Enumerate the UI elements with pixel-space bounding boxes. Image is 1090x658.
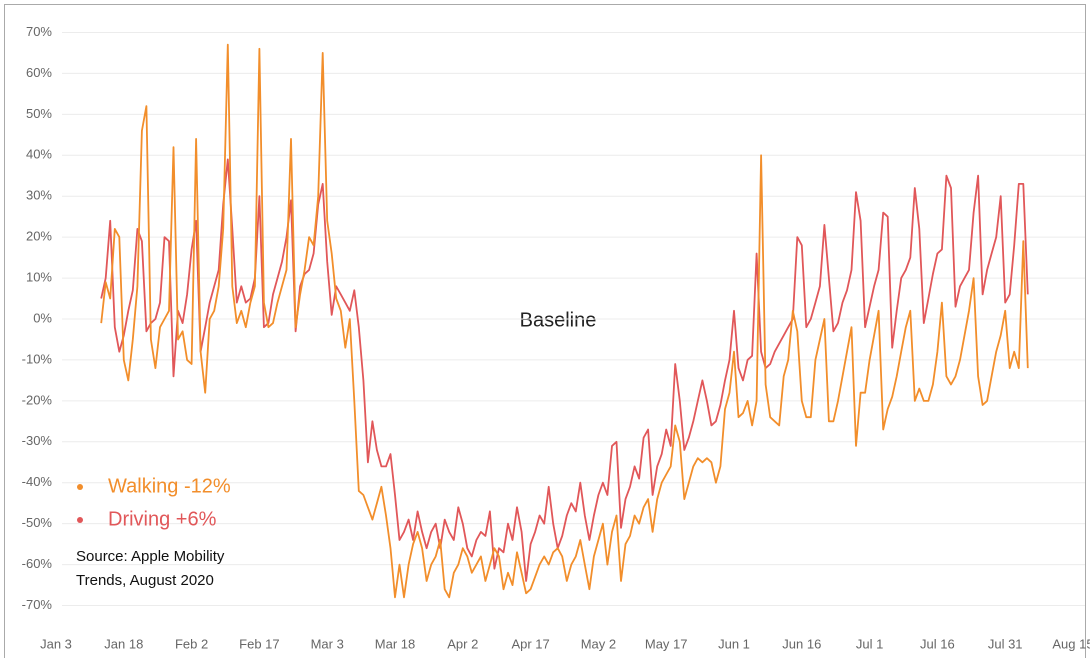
legend-marker (77, 484, 83, 490)
y-tick-label: -10% (22, 351, 53, 366)
x-tick-label: Apr 17 (511, 636, 549, 651)
y-tick-label: 0% (33, 310, 52, 325)
x-tick-label: Apr 2 (447, 636, 478, 651)
y-tick-label: -70% (22, 597, 53, 612)
x-tick-label: Jul 31 (988, 636, 1023, 651)
y-tick-label: -40% (22, 474, 53, 489)
source-line: Trends, August 2020 (76, 572, 214, 589)
y-tick-label: 60% (26, 65, 52, 80)
x-tick-label: Mar 18 (375, 636, 415, 651)
legend-label: Driving +6% (108, 508, 217, 530)
series-line (100, 158, 1029, 582)
x-tick-label: Jun 16 (782, 636, 821, 651)
annotation: Baseline (520, 309, 597, 331)
x-tick-label: Feb 2 (175, 636, 208, 651)
y-tick-label: -60% (22, 556, 53, 571)
x-tick-label: Jun 1 (718, 636, 750, 651)
x-tick-label: Jul 1 (856, 636, 883, 651)
x-tick-label: Jan 3 (40, 636, 72, 651)
x-tick-label: Mar 3 (311, 636, 344, 651)
series-line (100, 43, 1029, 599)
x-tick-label: Aug 15 (1052, 636, 1090, 651)
y-tick-label: -20% (22, 392, 53, 407)
x-tick-label: May 2 (581, 636, 616, 651)
y-tick-label: 70% (26, 24, 52, 39)
y-tick-label: 30% (26, 188, 52, 203)
y-tick-label: 10% (26, 270, 52, 285)
chart-frame (4, 4, 1086, 658)
legend-label: Walking -12% (108, 475, 231, 497)
y-tick-label: 50% (26, 106, 52, 121)
y-tick-label: -50% (22, 515, 53, 530)
x-tick-label: Jul 16 (920, 636, 955, 651)
y-tick-label: 20% (26, 229, 52, 244)
y-tick-label: -30% (22, 433, 53, 448)
legend-marker (77, 517, 83, 523)
x-tick-label: May 17 (645, 636, 688, 651)
y-tick-label: 40% (26, 147, 52, 162)
source-line: Source: Apple Mobility (76, 548, 225, 565)
x-tick-label: Feb 17 (239, 636, 279, 651)
x-tick-label: Jan 18 (104, 636, 143, 651)
